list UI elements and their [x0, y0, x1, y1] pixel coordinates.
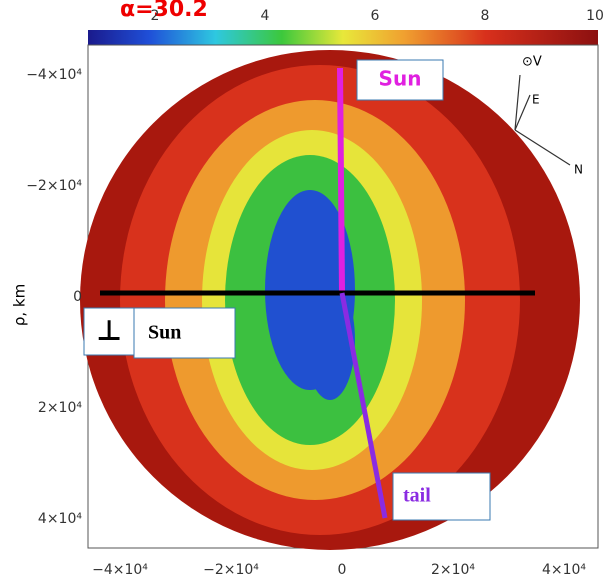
- x-tick-label: −2×10⁴: [203, 562, 259, 578]
- colorbar-tick: 4: [261, 8, 270, 24]
- y-tick-label: 2×10⁴: [38, 400, 82, 416]
- title: α=30.2: [120, 0, 208, 22]
- compass: [514, 74, 571, 166]
- tail-direction: [339, 292, 388, 519]
- colorbar-tick: 6: [371, 8, 380, 24]
- sun-direction: [337, 67, 345, 293]
- y-axis-label: ρ, km: [11, 284, 29, 326]
- x-tick-label: 4×10⁴: [542, 562, 586, 578]
- label-box: [133, 307, 236, 359]
- y-tick-label: 4×10⁴: [38, 511, 82, 527]
- y-tick-label: −4×10⁴: [26, 67, 82, 83]
- compass-v: ⊙V: [522, 55, 542, 70]
- x-tick-label: 0: [338, 562, 347, 578]
- x-tick-label: 2×10⁴: [431, 562, 475, 578]
- colorbar-tick: 2: [151, 8, 160, 24]
- y-tick-label: 0: [73, 289, 82, 305]
- label-box: [356, 59, 444, 101]
- colorbar-tick: 8: [481, 8, 490, 24]
- compass-e: E: [532, 93, 540, 107]
- label-box: [392, 472, 491, 521]
- label-box: [83, 307, 135, 356]
- x-tick-label: −4×10⁴: [92, 562, 148, 578]
- sun-label: Sun: [379, 67, 422, 91]
- perp-sun-label: Sun: [148, 322, 181, 344]
- colorbar-tick: 10: [586, 8, 604, 24]
- compass-n: N: [574, 163, 583, 177]
- perp-symbol: ⊥: [96, 314, 122, 347]
- coma-image: [80, 50, 580, 550]
- colorbar: [88, 30, 598, 45]
- tail-label: tail: [403, 485, 431, 507]
- y-tick-label: −2×10⁴: [26, 178, 82, 194]
